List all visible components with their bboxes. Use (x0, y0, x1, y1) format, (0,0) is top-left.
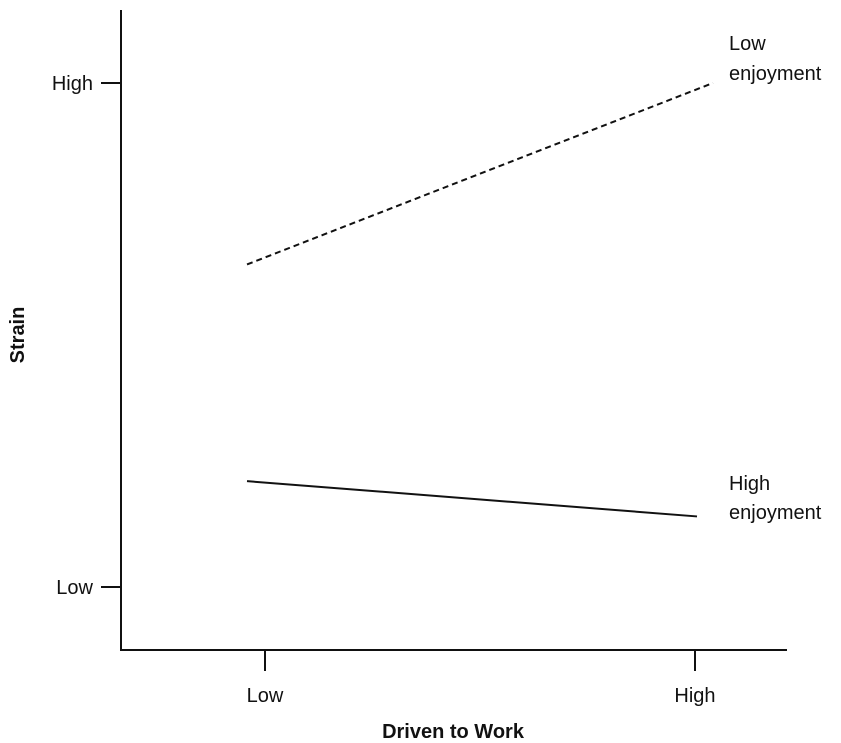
series-line-low-enjoyment (246, 82, 714, 266)
x-tick-label-high: High (674, 685, 715, 707)
y-axis-title: Strain (7, 307, 29, 364)
series-line-high-enjoyment (246, 480, 698, 518)
y-tick-label-low: Low (56, 577, 93, 599)
x-axis-title: Driven to Work (382, 721, 525, 743)
series-label-high-enjoyment-line2: enjoyment (729, 502, 822, 524)
series-label-low-enjoyment: Low enjoyment (729, 33, 822, 85)
series-label-high-enjoyment: High enjoyment (729, 473, 822, 524)
series-label-high-enjoyment-line1: High (729, 473, 770, 495)
series-label-low-enjoyment-line1: Low (729, 33, 766, 55)
y-tick-label-high: High (52, 73, 93, 95)
series-label-low-enjoyment-line2: enjoyment (729, 63, 822, 85)
x-tick-label-low: Low (247, 685, 284, 707)
